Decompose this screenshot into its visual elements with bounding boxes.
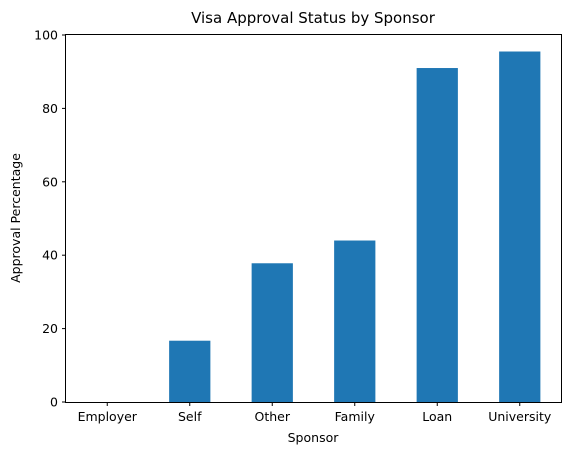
bar-family <box>334 240 376 402</box>
x-tick-label: Employer <box>78 409 138 424</box>
y-tick-label: 100 <box>34 28 58 43</box>
y-axis: 0 20 40 60 80 100 <box>34 28 66 410</box>
x-axis-label: Sponsor <box>288 430 340 445</box>
x-tick-label: Self <box>178 409 202 424</box>
chart-title: Visa Approval Status by Sponsor <box>191 9 436 27</box>
y-tick-label: 40 <box>42 248 58 263</box>
y-tick-label: 60 <box>42 174 58 189</box>
y-axis-label: Approval Percentage <box>8 153 23 283</box>
x-axis: Employer Self Other Family Loan University <box>78 402 552 424</box>
bar-self <box>169 340 211 402</box>
x-tick-label: Other <box>255 409 291 424</box>
x-tick-label: University <box>488 409 552 424</box>
y-tick-label: 80 <box>42 101 58 116</box>
bar-other <box>251 263 293 402</box>
x-tick-label: Loan <box>422 409 452 424</box>
y-tick-label: 20 <box>42 321 58 336</box>
bar-university <box>499 51 541 402</box>
y-tick-label: 0 <box>50 395 58 410</box>
plot-frame <box>65 34 562 403</box>
bar-loan <box>416 68 458 402</box>
bars-layer <box>169 51 541 402</box>
x-tick-label: Family <box>335 409 376 424</box>
